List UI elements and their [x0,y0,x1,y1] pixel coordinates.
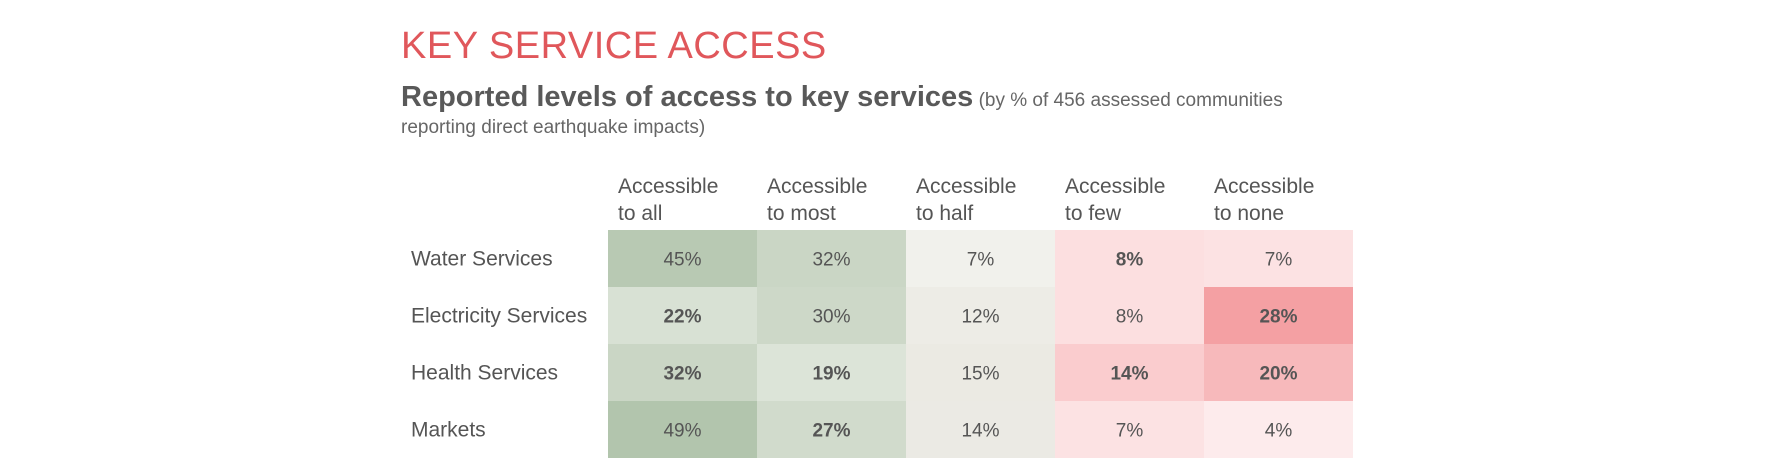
heatmap-cell [906,287,1055,344]
column-header: Accessible to half [916,175,1016,225]
heatmap-cell [608,401,757,458]
heatmap-cell [757,344,906,401]
heatmap-cell [608,344,757,401]
heatmap-cell [1055,401,1204,458]
cell-value-label: 15% [961,364,999,385]
row-label: Water Services [411,248,553,271]
heatmap-cell [1204,287,1353,344]
row-labels: Water Services Electricity Services Health… [411,248,587,442]
heatmap-cell [1055,230,1204,287]
heatmap-cell [1204,230,1353,287]
cell-value-label: 7% [967,250,995,271]
heatmap-cell [757,287,906,344]
cell-value-label: 8% [1116,307,1144,328]
heatmap-cell [757,230,906,287]
cell-value-label: 30% [812,307,850,328]
heatmap-cell [1204,344,1353,401]
cell-value-label: 27% [812,421,850,442]
cell-value-label: 7% [1116,421,1144,442]
subtitle-lead: Reported levels of access to key service… [401,81,974,113]
cell-value-label: 19% [812,364,850,385]
cell-value-label: 32% [812,250,850,271]
cell-value-label: 20% [1259,364,1297,385]
heatmap-cells: 45% 32% 7% 8% 7% 22% 30% 12% 8% 28% 32% 19% 15% 14% 20… [608,230,1353,458]
column-header: Accessible to few [1065,175,1165,225]
heatmap-cell [1055,344,1204,401]
cell-value-label: 14% [1110,364,1148,385]
column-headers: Accessible to all Accessible to most Accessi… [618,175,1314,225]
cell-value-label: 14% [961,421,999,442]
cell-value-label: 32% [663,364,701,385]
row-label: Electricity Services [411,305,587,328]
chart-subtitle: Reported levels of access to key service… [401,81,1341,141]
heatmap-cell [757,401,906,458]
cell-value-label: 45% [663,250,701,271]
cell-value-label: 7% [1265,250,1293,271]
chart-title: KEY SERVICE ACCESS [401,25,827,67]
cell-value-label: 8% [1116,250,1144,271]
cell-value-label: 49% [663,421,701,442]
heatmap-cell [906,344,1055,401]
cell-value-label: 12% [961,307,999,328]
column-header: Accessible to none [1214,175,1314,225]
column-header: Accessible to all [618,175,718,225]
heatmap-cell [608,230,757,287]
subtitle-note: (by % of 456 assessed communities report… [401,90,1283,138]
cell-value-label: 4% [1265,421,1293,442]
heatmap-cell [906,401,1055,458]
column-header: Accessible to most [767,175,867,225]
heatmap-cell [906,230,1055,287]
cell-value-label: 28% [1259,307,1297,328]
row-label: Health Services [411,362,558,385]
row-label: Markets [411,419,486,442]
cell-value-label: 22% [663,307,701,328]
heatmap-cell [608,287,757,344]
heatmap-cell [1055,287,1204,344]
heatmap-cell [1204,401,1353,458]
